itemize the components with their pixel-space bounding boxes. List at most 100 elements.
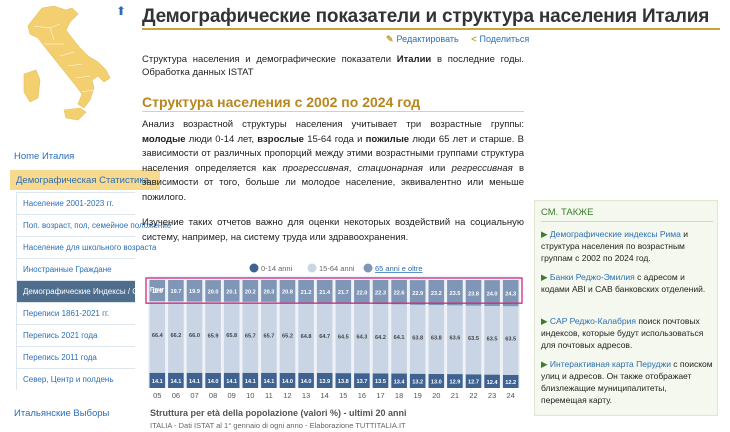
bar-segment[interactable] bbox=[428, 280, 445, 306]
legend-swatch[interactable] bbox=[363, 263, 373, 273]
data-label: 66.0 bbox=[189, 333, 200, 339]
bar-segment[interactable] bbox=[279, 280, 296, 303]
edit-link[interactable]: ✎ Редактировать bbox=[386, 34, 459, 44]
bar-segment[interactable] bbox=[242, 280, 259, 302]
bar-segment[interactable] bbox=[186, 372, 203, 388]
sidebar-item-census-2021[interactable]: Перепись 2021 года bbox=[17, 324, 135, 346]
arrow-up-icon[interactable]: ⬆ bbox=[116, 4, 127, 18]
bar-segment[interactable] bbox=[391, 373, 407, 388]
bar-segment[interactable] bbox=[149, 279, 166, 302]
bar-segment[interactable] bbox=[298, 302, 314, 373]
bar-segment[interactable] bbox=[484, 374, 500, 388]
bar-segment[interactable] bbox=[223, 280, 240, 302]
bar-segment[interactable] bbox=[242, 301, 259, 373]
legend-swatch[interactable] bbox=[249, 263, 259, 273]
sidebar-elections-link[interactable]: Итальянские Выборы bbox=[14, 408, 110, 419]
sidebar-item-north-center-south[interactable]: Север, Центр и полдень bbox=[17, 368, 135, 390]
data-label: 14.0 bbox=[208, 379, 219, 385]
bar-segment[interactable] bbox=[502, 374, 519, 388]
bar-segment[interactable] bbox=[261, 372, 277, 388]
title-divider bbox=[142, 28, 720, 30]
bar-segment[interactable] bbox=[428, 305, 445, 374]
bar-segment[interactable] bbox=[409, 373, 426, 388]
bar-segment[interactable] bbox=[335, 303, 352, 374]
bar-segment[interactable] bbox=[465, 280, 482, 306]
bar-segment[interactable] bbox=[298, 280, 314, 303]
bar-segment[interactable] bbox=[168, 280, 184, 302]
bar-segment[interactable] bbox=[502, 306, 519, 375]
bar-segment[interactable] bbox=[447, 305, 463, 375]
bar-segment[interactable] bbox=[372, 373, 389, 388]
bar-segment[interactable] bbox=[316, 372, 333, 388]
x-tick-label: 22 bbox=[469, 391, 477, 400]
sidebar-item-school-age[interactable]: Население для школьного возраста bbox=[17, 236, 156, 258]
bar-segment[interactable] bbox=[186, 301, 203, 373]
bar-segment[interactable] bbox=[354, 303, 370, 374]
data-label: 63.8 bbox=[431, 336, 442, 342]
legend-label[interactable]: 65 anni e oltre bbox=[375, 264, 423, 273]
bar-segment[interactable] bbox=[335, 280, 352, 304]
bar-segment[interactable] bbox=[409, 304, 426, 374]
bar-segment[interactable] bbox=[168, 301, 184, 373]
bar-segment[interactable] bbox=[465, 374, 482, 388]
bar-segment[interactable] bbox=[372, 304, 389, 374]
bar-segment[interactable] bbox=[279, 372, 296, 388]
bar-segment[interactable] bbox=[279, 302, 296, 373]
bar-segment[interactable] bbox=[372, 280, 389, 305]
bar-segment[interactable] bbox=[242, 372, 259, 388]
bar-segment[interactable] bbox=[447, 280, 463, 306]
para-italic: стационарная bbox=[357, 162, 423, 174]
sidebar-item-foreigners[interactable]: Иностранные Граждане bbox=[17, 258, 135, 280]
bar-segment[interactable] bbox=[205, 372, 221, 388]
bar-segment[interactable] bbox=[391, 279, 407, 305]
bar-segment[interactable] bbox=[149, 301, 166, 373]
legend-label[interactable]: 0-14 anni bbox=[261, 264, 293, 273]
bar-segment[interactable] bbox=[316, 280, 333, 304]
bar-segment[interactable] bbox=[168, 372, 184, 388]
bar-segment[interactable] bbox=[261, 279, 277, 302]
sidebar-demographics-link[interactable]: Демографическая Статистика bbox=[10, 170, 160, 190]
bar-segment[interactable] bbox=[316, 303, 333, 373]
bar-segment[interactable] bbox=[391, 304, 407, 374]
see-also-link[interactable]: Интерактивная карта Перуджи bbox=[549, 359, 671, 369]
legend-swatch[interactable] bbox=[307, 263, 317, 273]
arrow-right-icon: ▶ bbox=[541, 359, 550, 369]
sidebar-item-indices[interactable]: Демографические Индексы / Структура bbox=[17, 280, 135, 302]
bar-segment[interactable] bbox=[354, 280, 370, 304]
bar-segment[interactable] bbox=[409, 280, 426, 305]
see-also-link[interactable]: CAP Реджо-Калабрия bbox=[549, 316, 636, 326]
section-title: Структура населения с 2002 по 2024 год bbox=[142, 94, 421, 110]
see-also-link[interactable]: Банки Реджо-Эмилия bbox=[549, 272, 635, 282]
bar-segment[interactable] bbox=[261, 301, 277, 373]
bar-segment[interactable] bbox=[354, 373, 370, 388]
bar-segment[interactable] bbox=[447, 374, 463, 388]
bar-segment[interactable] bbox=[223, 301, 240, 373]
legend-label[interactable]: 15-64 anni bbox=[319, 264, 355, 273]
bar-segment[interactable] bbox=[428, 373, 445, 388]
bar-segment[interactable] bbox=[223, 372, 240, 388]
bar-segment[interactable] bbox=[205, 280, 221, 302]
bar-segment[interactable] bbox=[502, 280, 519, 307]
see-also-divider bbox=[541, 221, 713, 222]
share-link[interactable]: < Поделиться bbox=[471, 34, 529, 44]
data-label: 22.3 bbox=[375, 291, 386, 297]
bar-segment[interactable] bbox=[335, 373, 352, 388]
bar-segment[interactable] bbox=[484, 280, 500, 307]
data-label: 14.0 bbox=[282, 379, 293, 385]
sidebar-item-census-2011[interactable]: Перепись 2011 года bbox=[17, 346, 135, 368]
italy-map-image[interactable] bbox=[20, 4, 116, 134]
bar-segment[interactable] bbox=[186, 280, 203, 302]
x-tick-label: 06 bbox=[172, 391, 180, 400]
bar-segment[interactable] bbox=[484, 306, 500, 375]
data-label: 12.7 bbox=[468, 380, 479, 386]
sidebar-item-population[interactable]: Население 2001-2023 гг. bbox=[17, 192, 135, 214]
bar-segment[interactable] bbox=[465, 305, 482, 375]
data-label: 64.5 bbox=[338, 334, 349, 340]
see-also-link[interactable]: Демографические индексы Рима bbox=[549, 229, 681, 239]
bar-segment[interactable] bbox=[205, 301, 221, 373]
sidebar-item-age-sex[interactable]: Поп. возраст, пол, семейное положение bbox=[17, 214, 171, 236]
bar-segment[interactable] bbox=[149, 372, 166, 388]
sidebar-item-censuses[interactable]: Переписи 1861-2021 гг. bbox=[17, 302, 135, 324]
bar-segment[interactable] bbox=[298, 372, 314, 388]
sidebar-home-link[interactable]: Home Италия bbox=[14, 151, 75, 162]
